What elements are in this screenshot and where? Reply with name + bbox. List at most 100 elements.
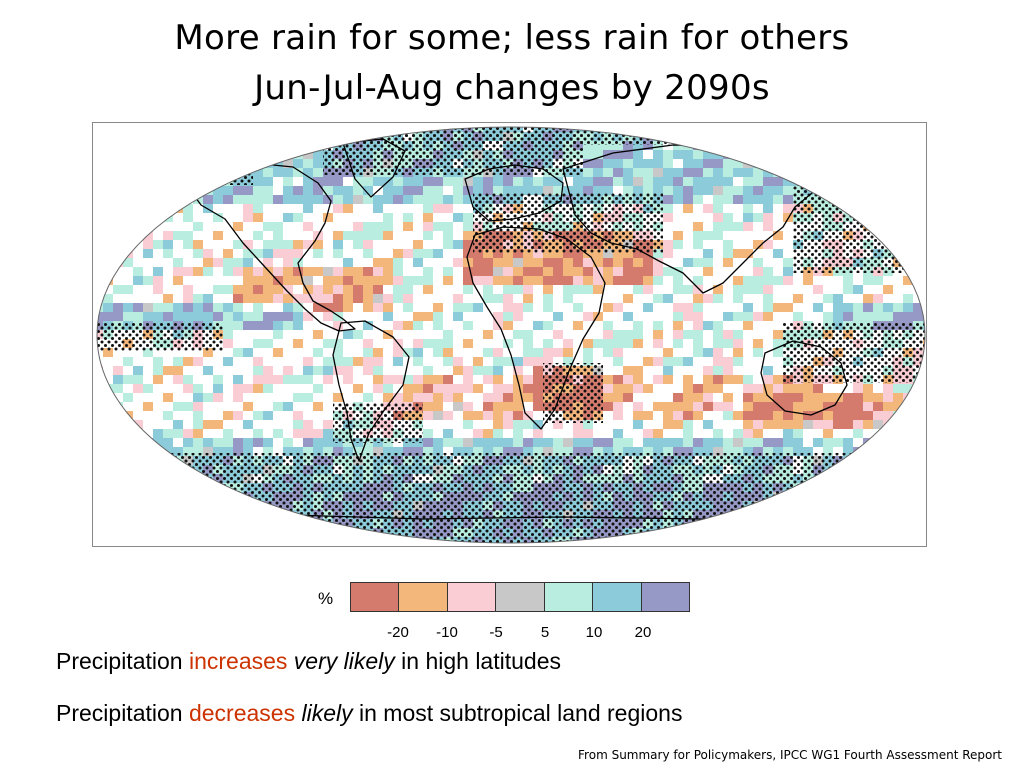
grid-cell bbox=[543, 546, 553, 548]
grid-cell bbox=[363, 339, 373, 348]
grid-cell bbox=[773, 384, 783, 393]
grid-cell bbox=[883, 231, 893, 240]
grid-cell bbox=[713, 168, 723, 177]
grid-cell bbox=[543, 438, 553, 447]
grid-cell bbox=[763, 546, 773, 548]
grid-cell bbox=[453, 384, 463, 393]
grid-cell bbox=[263, 150, 273, 159]
grid-cell bbox=[923, 240, 925, 249]
grid-cell bbox=[133, 267, 143, 276]
grid-cell bbox=[213, 447, 223, 456]
grid-cell bbox=[853, 312, 863, 321]
grid-cell bbox=[883, 519, 893, 528]
grid-cell bbox=[913, 258, 923, 267]
grid-cell bbox=[523, 186, 533, 195]
grid-cell bbox=[183, 294, 193, 303]
grid-cell bbox=[123, 141, 133, 150]
grid-cell bbox=[673, 150, 683, 159]
grid-cell bbox=[463, 213, 473, 222]
grid-cell bbox=[443, 276, 453, 285]
grid-cell bbox=[153, 447, 163, 456]
grid-cell bbox=[563, 447, 573, 456]
grid-cell bbox=[233, 438, 243, 447]
grid-cell bbox=[493, 177, 503, 186]
grid-cell bbox=[903, 528, 913, 537]
grid-cell bbox=[343, 267, 353, 276]
grid-cell bbox=[523, 384, 533, 393]
grid-cell bbox=[97, 483, 103, 492]
grid-cell bbox=[433, 348, 443, 357]
grid-cell bbox=[753, 402, 763, 411]
grid-cell bbox=[403, 213, 413, 222]
grid-cell bbox=[783, 258, 793, 267]
grid-cell bbox=[243, 294, 253, 303]
grid-cell bbox=[823, 483, 833, 492]
grid-cell bbox=[153, 492, 163, 501]
grid-cell bbox=[233, 159, 243, 168]
grid-cell bbox=[603, 159, 613, 168]
grid-cell bbox=[163, 127, 173, 132]
grid-cell bbox=[193, 483, 203, 492]
grid-cell bbox=[533, 321, 543, 330]
grid-cell bbox=[213, 159, 223, 168]
grid-cell bbox=[113, 492, 123, 501]
grid-cell bbox=[243, 258, 253, 267]
grid-cell bbox=[503, 357, 513, 366]
grid-cell bbox=[603, 447, 613, 456]
grid-cell bbox=[753, 276, 763, 285]
grid-cell bbox=[103, 429, 113, 438]
grid-cell bbox=[493, 267, 503, 276]
grid-cell bbox=[103, 195, 113, 204]
grid-cell bbox=[883, 177, 893, 186]
grid-cell bbox=[253, 537, 263, 543]
grid-cell bbox=[143, 501, 153, 510]
grid-cell bbox=[633, 330, 643, 339]
grid-cell bbox=[273, 546, 283, 548]
grid-cell bbox=[503, 411, 513, 420]
grid-cell bbox=[443, 384, 453, 393]
grid-cell bbox=[783, 303, 793, 312]
legend-swatch bbox=[496, 583, 545, 611]
grid-cell bbox=[313, 249, 323, 258]
grid-cell bbox=[893, 447, 903, 456]
grid-cell bbox=[123, 501, 133, 510]
grid-cell bbox=[793, 519, 803, 528]
grid-cell bbox=[133, 127, 143, 132]
grid-cell bbox=[463, 438, 473, 447]
grid-cell bbox=[373, 546, 383, 548]
grid-cell bbox=[533, 420, 543, 429]
grid-cell bbox=[143, 168, 153, 177]
grid-cell bbox=[173, 312, 183, 321]
grid-cell bbox=[143, 312, 153, 321]
legend-tick: -10 bbox=[436, 624, 458, 641]
grid-cell bbox=[273, 285, 283, 294]
grid-cell bbox=[97, 528, 103, 537]
grid-cell bbox=[683, 168, 693, 177]
grid-cell bbox=[153, 312, 163, 321]
grid-cell bbox=[293, 240, 303, 249]
grid-cell bbox=[383, 312, 393, 321]
grid-cell bbox=[233, 411, 243, 420]
grid-cell bbox=[163, 186, 173, 195]
grid-cell bbox=[443, 438, 453, 447]
grid-cell bbox=[423, 546, 433, 548]
grid-cell bbox=[573, 258, 583, 267]
grid-cell bbox=[433, 186, 443, 195]
grid-cell bbox=[303, 222, 313, 231]
grid-cell bbox=[913, 150, 923, 159]
grid-cell bbox=[693, 411, 703, 420]
grid-cell bbox=[613, 393, 623, 402]
grid-cell bbox=[793, 501, 803, 510]
grid-cell bbox=[523, 393, 533, 402]
grid-cell bbox=[713, 159, 723, 168]
grid-cell bbox=[363, 546, 373, 548]
grid-cell bbox=[753, 546, 763, 548]
grid-cell bbox=[313, 141, 323, 150]
grid-cell bbox=[263, 312, 273, 321]
grid-cell bbox=[543, 294, 553, 303]
grid-cell bbox=[653, 357, 663, 366]
grid-cell bbox=[613, 150, 623, 159]
grid-cell bbox=[473, 276, 483, 285]
grid-cell bbox=[813, 411, 823, 420]
grid-cell bbox=[163, 528, 173, 537]
